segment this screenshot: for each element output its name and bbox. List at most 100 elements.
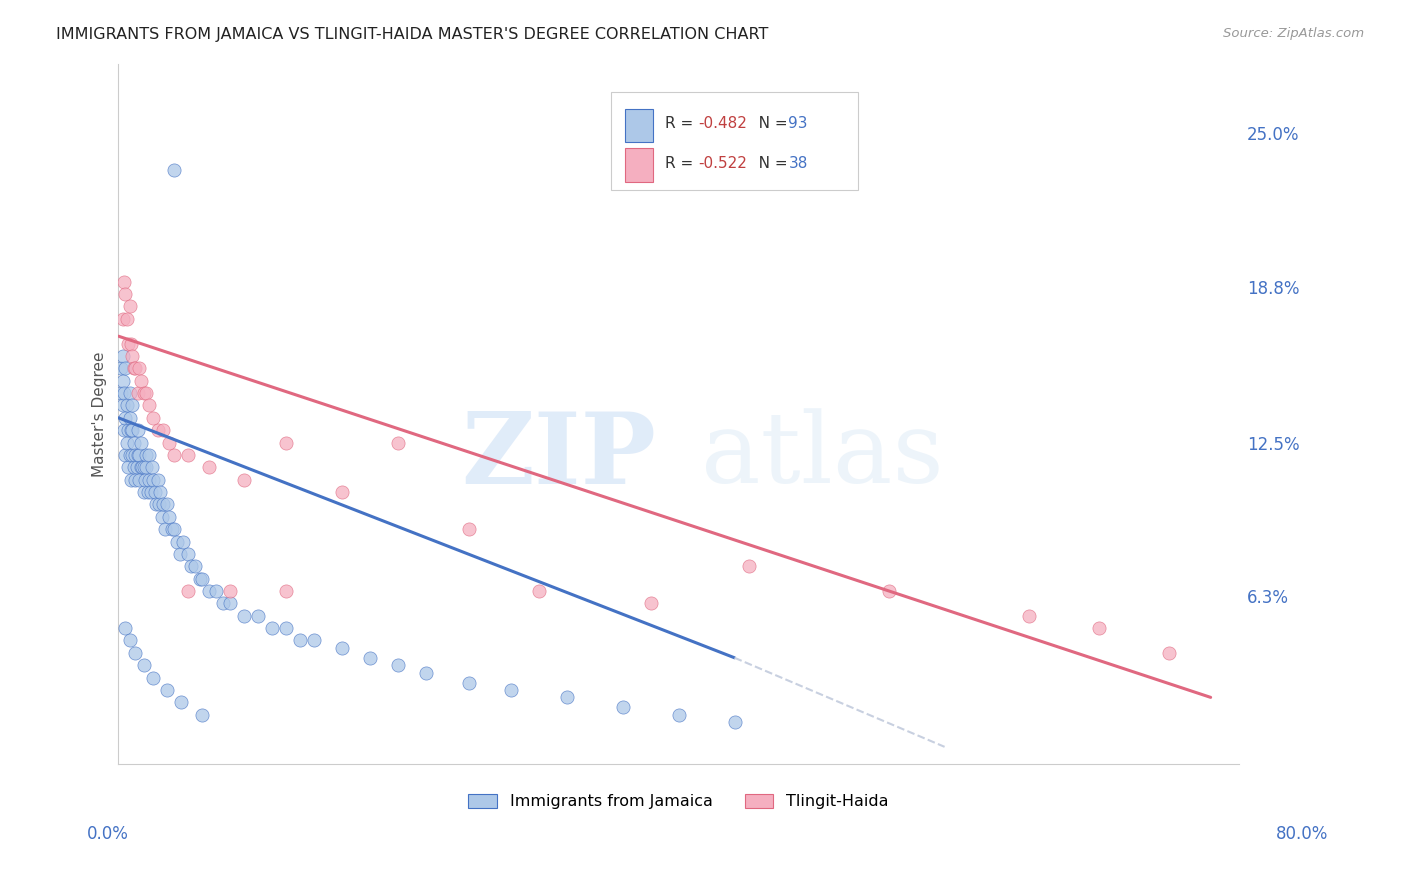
Text: Source: ZipAtlas.com: Source: ZipAtlas.com xyxy=(1223,27,1364,40)
Point xyxy=(128,448,150,462)
Point xyxy=(169,547,191,561)
Point xyxy=(387,435,409,450)
Point xyxy=(148,497,170,511)
Point xyxy=(129,374,152,388)
Point xyxy=(156,682,179,697)
Text: IMMIGRANTS FROM JAMAICA VS TLINGIT-HAIDA MASTER'S DEGREE CORRELATION CHART: IMMIGRANTS FROM JAMAICA VS TLINGIT-HAIDA… xyxy=(56,27,769,42)
Point xyxy=(723,715,745,730)
Point xyxy=(139,485,162,500)
Point xyxy=(177,584,200,599)
Point xyxy=(247,608,270,623)
Point xyxy=(110,361,132,376)
Point xyxy=(132,386,155,401)
Point xyxy=(135,386,157,401)
Point xyxy=(132,658,155,673)
Point xyxy=(120,423,142,437)
Point xyxy=(360,650,382,665)
Point xyxy=(120,336,142,351)
Point xyxy=(180,559,202,574)
Text: ZIP: ZIP xyxy=(461,408,657,505)
Point xyxy=(114,448,136,462)
Point xyxy=(276,621,298,635)
Point xyxy=(146,473,169,487)
Point xyxy=(166,534,188,549)
Point xyxy=(157,509,180,524)
Point xyxy=(332,485,354,500)
Point xyxy=(122,435,145,450)
Point xyxy=(111,311,134,326)
Point xyxy=(132,460,155,475)
Point xyxy=(146,423,169,437)
Point xyxy=(668,707,690,722)
Point xyxy=(555,690,578,705)
Point xyxy=(128,361,150,376)
Point xyxy=(233,608,256,623)
Point xyxy=(149,485,172,500)
Point xyxy=(124,448,146,462)
Point xyxy=(160,522,183,536)
Point xyxy=(114,410,136,425)
Point xyxy=(115,311,138,326)
Point xyxy=(1087,621,1109,635)
Point xyxy=(127,448,149,462)
Point xyxy=(127,423,149,437)
Point xyxy=(219,584,242,599)
Point xyxy=(1018,608,1040,623)
Point xyxy=(142,410,165,425)
Point xyxy=(304,633,326,648)
Point xyxy=(262,621,284,635)
Point xyxy=(172,534,194,549)
Point xyxy=(110,386,132,401)
Point xyxy=(118,448,141,462)
Point xyxy=(121,349,143,363)
Point xyxy=(145,497,167,511)
Point xyxy=(138,399,160,413)
Point xyxy=(118,386,141,401)
Point xyxy=(125,460,148,475)
Text: 93: 93 xyxy=(789,116,808,131)
Point xyxy=(527,584,550,599)
Point xyxy=(415,665,437,680)
Point xyxy=(198,584,221,599)
Point xyxy=(112,275,135,289)
Text: -0.482: -0.482 xyxy=(699,116,748,131)
Point xyxy=(150,509,173,524)
Text: 0.0%: 0.0% xyxy=(87,825,129,843)
Point xyxy=(157,435,180,450)
Point xyxy=(122,460,145,475)
Point xyxy=(135,448,157,462)
Point xyxy=(128,473,150,487)
Point xyxy=(877,584,900,599)
Legend: Immigrants from Jamaica, Tlingit-Haida: Immigrants from Jamaica, Tlingit-Haida xyxy=(463,788,896,815)
Point xyxy=(387,658,409,673)
Point xyxy=(152,497,174,511)
Point xyxy=(120,473,142,487)
Point xyxy=(212,596,235,610)
Point xyxy=(115,399,138,413)
Text: -0.522: -0.522 xyxy=(699,156,748,171)
Point xyxy=(132,485,155,500)
Point xyxy=(191,707,214,722)
Text: N =: N = xyxy=(744,116,792,131)
Text: R =: R = xyxy=(665,116,699,131)
Point xyxy=(129,460,152,475)
Point xyxy=(457,522,479,536)
Point xyxy=(188,572,211,586)
Point xyxy=(1157,646,1180,660)
Point xyxy=(177,448,200,462)
Point xyxy=(135,460,157,475)
Point xyxy=(184,559,207,574)
Bar xyxy=(624,109,652,143)
Point xyxy=(131,460,153,475)
Point xyxy=(111,399,134,413)
Point xyxy=(138,448,160,462)
Point xyxy=(114,621,136,635)
FancyBboxPatch shape xyxy=(612,92,858,190)
Point xyxy=(142,671,165,685)
Point xyxy=(134,473,156,487)
Point xyxy=(117,423,139,437)
Point xyxy=(276,584,298,599)
Point xyxy=(129,435,152,450)
Point xyxy=(111,349,134,363)
Point xyxy=(163,448,186,462)
